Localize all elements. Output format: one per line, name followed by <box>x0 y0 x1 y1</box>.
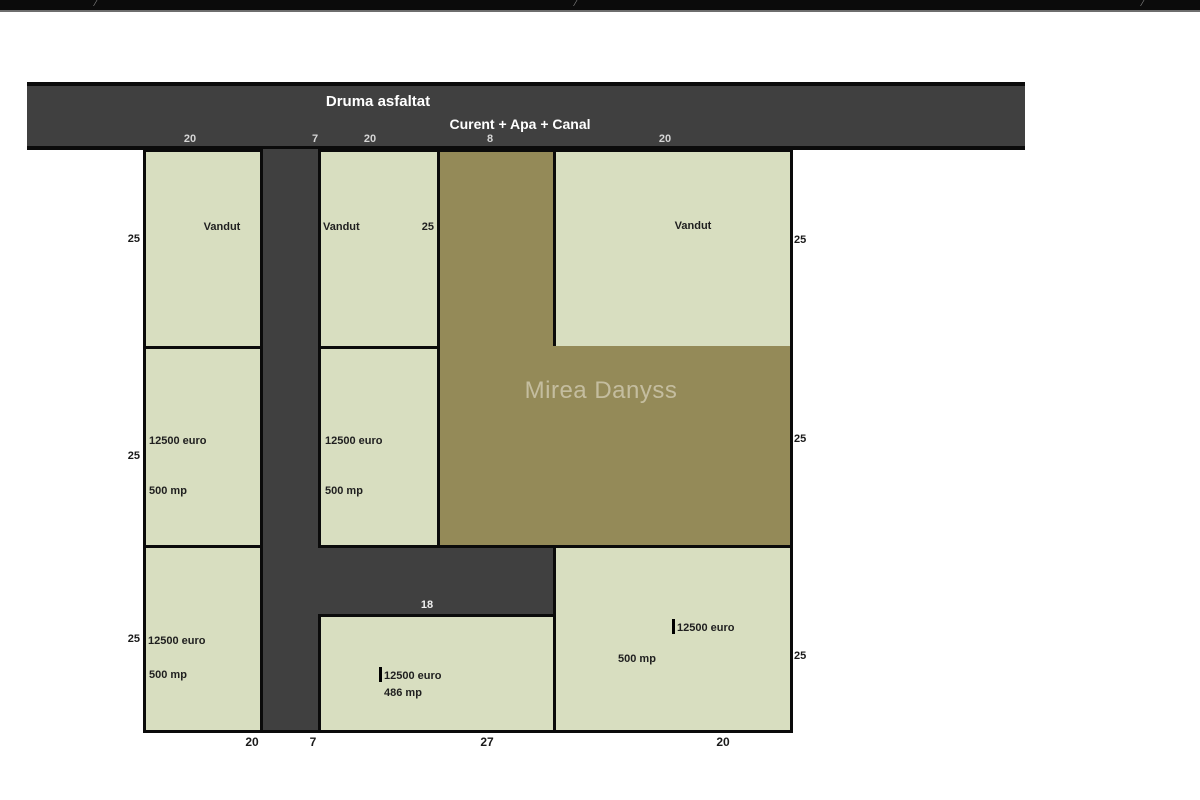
parcel-bottom-left: 12500 euro 500 mp <box>143 545 263 733</box>
dimension-label-bottom: 7 <box>309 735 317 749</box>
parcel-mid-middle: 12500 euro 500 mp <box>318 346 440 548</box>
parcel-price-label: 12500 euro <box>672 619 734 634</box>
frontage-width-label: 20 <box>363 133 377 145</box>
frontage-width-label: 8 <box>486 133 494 145</box>
cursor-bar-icon <box>379 667 382 682</box>
dimension-label-left: 25 <box>127 450 140 462</box>
dimension-label-bottom: 27 <box>480 735 494 749</box>
cropped-text-fragment: ⁄ <box>1142 0 1146 8</box>
parcel-status-label: Vandut <box>203 221 241 233</box>
top-cropped-bar: ⁄ ⁄ ⁄ <box>0 0 1200 12</box>
cropped-text-fragment: ⁄ <box>95 0 99 8</box>
main-road-band: Druma asfaltat Curent + Apa + Canal 20 7… <box>27 82 1025 150</box>
parcel-area-label: 500 mp <box>149 485 187 497</box>
road-bottom-border <box>258 730 322 733</box>
dimension-label-left: 25 <box>127 633 140 645</box>
parcel-status-label: Vandut <box>323 221 360 233</box>
horizontal-access-road <box>318 545 556 617</box>
parcel-reserved-strip <box>437 149 556 346</box>
parcel-reserved-main: Mirea Danyss <box>437 346 793 548</box>
parcel-top-middle: Vandut 25 <box>318 149 440 349</box>
parcel-top-right: Vandut <box>553 149 793 349</box>
frontage-width-label: 20 <box>658 133 672 145</box>
dimension-label-bottom: 20 <box>245 735 259 749</box>
dimension-label-right: 25 <box>794 433 807 445</box>
parcel-area-label: 500 mp <box>618 653 656 665</box>
parcel-price-text: 12500 euro <box>677 622 735 634</box>
parcel-area-label: 500 mp <box>149 669 187 681</box>
parcel-top-left: Vandut <box>143 149 263 349</box>
parcel-mid-left: 12500 euro 500 mp <box>143 346 263 548</box>
parcel-price-text: 12500 euro <box>384 670 442 682</box>
frontage-width-label: 20 <box>183 133 197 145</box>
dimension-label-right: 25 <box>794 650 807 662</box>
parcel-price-label: 12500 euro <box>325 435 383 447</box>
parcel-bottom-middle: 12500 euro 486 mp <box>318 614 556 733</box>
parcel-depth-label: 25 <box>421 221 434 233</box>
frontage-width-label: 7 <box>311 133 319 145</box>
parcel-price-label: 12500 euro <box>148 635 206 647</box>
parcel-bottom-right: 12500 euro 500 mp <box>553 545 793 733</box>
parcel-status-label: Vandut <box>674 220 712 232</box>
watermark-text: Mirea Danyss <box>524 377 678 404</box>
parcel-area-label: 500 mp <box>325 485 363 497</box>
dimension-label-right: 25 <box>794 234 807 246</box>
parcel-price-label: 12500 euro <box>149 435 207 447</box>
road-utilities-label: Curent + Apa + Canal <box>449 116 591 132</box>
dimension-label-bottom: 20 <box>716 735 730 749</box>
road-title: Druma asfaltat <box>325 93 431 110</box>
parcel-price-label: 12500 euro <box>379 667 441 682</box>
dimension-label-left: 25 <box>127 233 140 245</box>
parcel-area-label: 486 mp <box>384 687 422 699</box>
cursor-bar-icon <box>672 619 675 634</box>
vertical-access-road <box>260 149 318 733</box>
cropped-text-fragment: ⁄ <box>575 0 579 8</box>
road-inner-width-label: 18 <box>420 599 434 611</box>
